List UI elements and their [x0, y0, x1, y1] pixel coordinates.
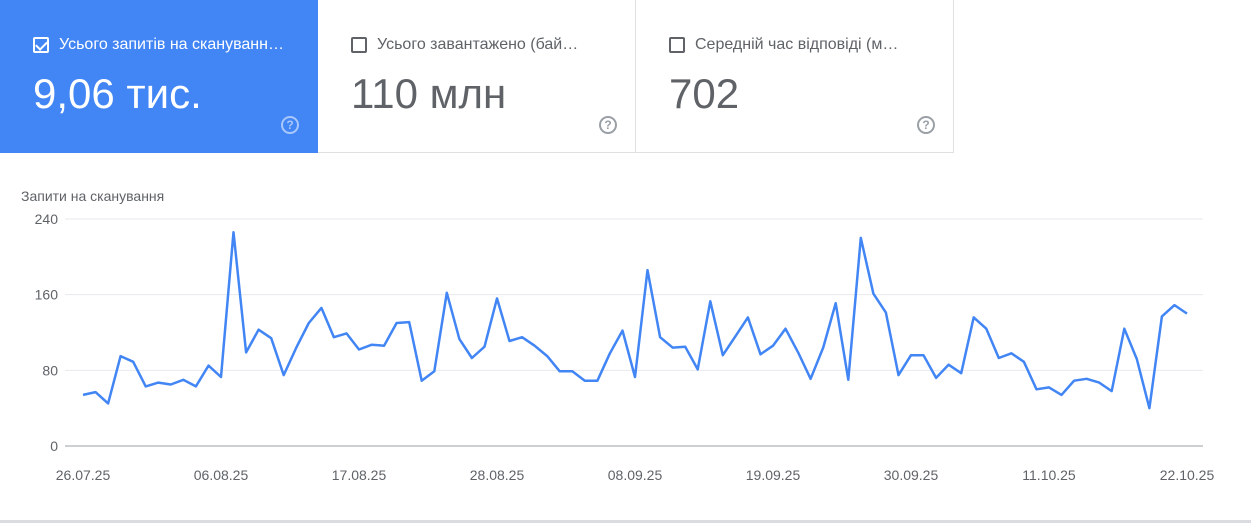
tile-label: Усього завантажено (бай…	[377, 36, 579, 53]
tile-total-download[interactable]: Усього завантажено (бай… 110 млн ?	[318, 0, 636, 153]
series-line	[82, 230, 1188, 410]
chart-y-label: Запити на сканування	[21, 188, 165, 204]
y-tick-label: 240	[35, 211, 59, 227]
checkbox-icon[interactable]	[351, 37, 367, 53]
x-tick-label: 28.08.25	[470, 467, 525, 483]
x-tick-label: 06.08.25	[194, 467, 249, 483]
tile-label: Середній час відповіді (м…	[695, 36, 899, 53]
x-tick-label: 08.09.25	[608, 467, 663, 483]
x-tick-label: 17.08.25	[332, 467, 387, 483]
tile-value: 702	[669, 70, 740, 117]
x-tick-label: 11.10.25	[1022, 467, 1076, 483]
tile-value: 110 млн	[351, 70, 507, 117]
y-tick-label: 80	[42, 362, 58, 378]
x-tick-label: 30.09.25	[884, 467, 939, 483]
bottom-border	[0, 520, 1251, 523]
help-icon[interactable]: ?	[599, 116, 617, 134]
tile-label: Усього запитів на скануванн…	[59, 36, 284, 53]
checkbox-icon[interactable]	[669, 37, 685, 53]
x-tick-label: 19.09.25	[746, 467, 801, 483]
y-tick-label: 0	[50, 438, 58, 454]
x-tick-label: 22.10.25	[1160, 467, 1215, 483]
help-icon[interactable]: ?	[917, 116, 935, 134]
tile-avg-response[interactable]: Середній час відповіді (м… 702 ?	[636, 0, 954, 153]
help-icon[interactable]: ?	[281, 116, 299, 134]
y-tick-label: 160	[35, 287, 59, 303]
x-tick-label: 26.07.25	[56, 467, 111, 483]
tile-value: 9,06 тис.	[33, 70, 202, 117]
checkbox-checked-icon[interactable]	[33, 37, 49, 53]
tile-total-requests[interactable]: Усього запитів на скануванн… 9,06 тис. ?	[0, 0, 318, 153]
metric-tiles: Усього запитів на скануванн… 9,06 тис. ?…	[0, 0, 954, 153]
